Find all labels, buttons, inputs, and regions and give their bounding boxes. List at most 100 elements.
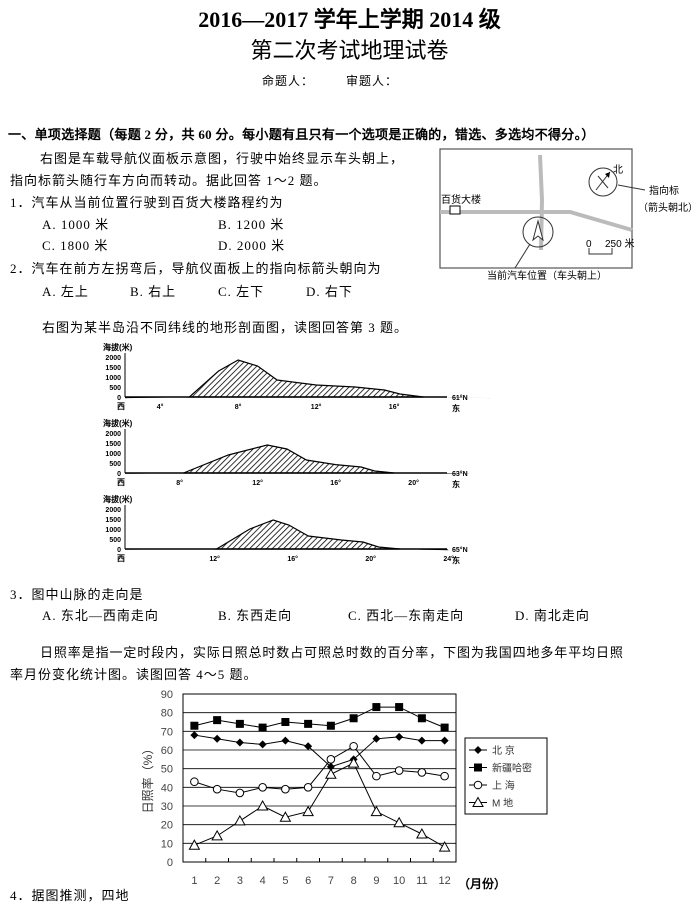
- marker-circle: [372, 771, 381, 781]
- exam-title: 2016—2017 学年上学期 2014 级: [198, 7, 501, 32]
- scale-value: 250 米: [605, 237, 634, 250]
- legend-label: M 地: [492, 797, 513, 810]
- marker-triangle: [438, 841, 451, 852]
- marker-triangle: [188, 839, 201, 850]
- profile-ytick: 2000: [105, 355, 121, 362]
- marker-diamond: [190, 731, 199, 740]
- plot-area: [182, 693, 457, 863]
- x-tick-label: 11: [416, 875, 427, 887]
- setter-label: 命题人：: [262, 74, 315, 88]
- marker-diamond: [281, 736, 290, 745]
- profile-ytick: 500: [109, 461, 121, 468]
- profile-xtick: 16°: [389, 403, 400, 411]
- profile-xtick: 12°: [252, 479, 263, 487]
- series-circle: [190, 741, 449, 798]
- map-frame: [439, 148, 633, 269]
- marker-diamond: [372, 734, 381, 743]
- marker-triangle: [325, 768, 337, 779]
- marker-diamond: [258, 740, 267, 749]
- profile-ytick: 1500: [105, 365, 121, 372]
- car-caption: 当前汽车位置（车头朝上）: [487, 269, 607, 282]
- marker-triangle: [211, 829, 223, 841]
- y-tick-label: 70: [161, 726, 173, 738]
- series-line: [194, 734, 445, 768]
- option-d: D. 右下: [306, 284, 353, 299]
- profile-ytick: 1000: [105, 451, 121, 458]
- profile-latitude: 63°N: [452, 470, 468, 478]
- marker-diamond: [235, 738, 244, 747]
- profile-xtick: 20°: [365, 555, 376, 563]
- marker-triangle: [416, 827, 428, 839]
- legend-label: 新疆哈密: [492, 762, 532, 775]
- car-arrow-icon: [532, 219, 544, 242]
- x-tick-label: 2: [214, 875, 220, 887]
- marker-circle: [190, 777, 199, 787]
- profile-panel: 海拔(米) 2000 1500 1000 500 0 12° 16° 20° 24° 西 65°N东: [103, 494, 468, 565]
- x-tick-label: 10: [393, 875, 405, 887]
- profile-ytick: 0: [117, 395, 121, 402]
- marker-circle: [281, 784, 290, 794]
- marker-circle: [394, 766, 404, 775]
- y-tick-label: 50: [161, 764, 173, 776]
- profile-ytick: 1000: [105, 527, 121, 534]
- marker-circle: [473, 780, 483, 790]
- profile-xtick: 24°: [443, 555, 454, 563]
- marker-circle: [212, 784, 222, 794]
- option-c: C. 西北—东南走向: [348, 608, 465, 623]
- intro-text: 指向标箭头随行车方向而转动。据此回答 1～2 题。: [10, 173, 328, 188]
- intro-text: 率月份变化统计图。读图回答 4～5 题。: [10, 667, 258, 682]
- marker-circle: [235, 788, 245, 798]
- legend-label: 上 海: [492, 779, 515, 792]
- profile-xtick: 4°: [157, 403, 164, 411]
- profile-ylabel: 海拔(米): [103, 418, 133, 428]
- pointer-label: 指向标: [649, 184, 679, 197]
- option-c: C. 1800 米: [42, 238, 109, 253]
- profile-xtick: 16°: [287, 555, 298, 563]
- y-tick-label: 80: [161, 708, 173, 720]
- profile-ytick: 1000: [105, 375, 121, 382]
- y-tick-label: 30: [161, 801, 173, 813]
- profile-west-label: 西: [117, 478, 125, 487]
- y-tick-label: 60: [161, 745, 173, 757]
- profile-ytick: 2000: [105, 431, 121, 438]
- profile-seabed: [125, 397, 190, 399]
- profile-panel: 海拔(米) 2000 1500 1000 500 0 8° 12° 16° 20° 西 63°N东: [103, 418, 473, 489]
- x-tick-label: 3: [237, 875, 243, 887]
- marker-circle: [303, 783, 313, 792]
- x-tick-label: 9: [373, 875, 379, 887]
- scale-zero: 0: [586, 239, 592, 250]
- building-label: 百货大楼: [441, 193, 481, 206]
- profile-panel: 海拔(米) 2000 1500 1000 500 0 4° 8° 12° 16° 西 61°N东: [103, 342, 492, 413]
- series-square: [190, 703, 449, 732]
- marker-triangle: [393, 816, 405, 828]
- x-tick-label: 5: [282, 875, 288, 887]
- profile-ytick: 0: [117, 547, 121, 554]
- intro-text: 日照率是指一定时段内，实际日照总时数占可照总时数的百分率，下图为我国四地多年平均…: [40, 645, 624, 660]
- marker-triangle: [472, 796, 484, 807]
- marker-square: [304, 719, 313, 728]
- reviewer-label: 审题人：: [346, 74, 399, 88]
- question-4: 4．据图推测，四地: [10, 888, 130, 903]
- profile-xtick: 20°: [408, 479, 419, 487]
- option-b: B. 右上: [130, 284, 177, 299]
- x-tick-label: 6: [305, 875, 311, 887]
- profile-ytick: 1500: [105, 517, 121, 524]
- question-1: 1．汽车从当前位置行驶到百货大楼路程约为: [10, 195, 284, 210]
- marker-circle: [349, 741, 358, 751]
- profile-west-label: 西: [117, 554, 125, 563]
- x-axis-label: （月份）: [458, 876, 506, 891]
- pointer-leader-line: [617, 184, 646, 191]
- profile-east-label: 东: [452, 403, 460, 413]
- profile-xtick: 16°: [330, 479, 341, 487]
- marker-square: [372, 703, 381, 712]
- marker-triangle: [347, 757, 360, 768]
- option-a: A. 左上: [42, 284, 89, 299]
- profile-terrain: [183, 444, 395, 474]
- marker-diamond: [213, 734, 222, 743]
- marker-triangle: [302, 805, 314, 817]
- y-tick-label: 0: [167, 857, 173, 869]
- marker-diamond: [417, 736, 426, 745]
- building-icon: [449, 205, 461, 215]
- x-tick-label: 1: [191, 875, 197, 887]
